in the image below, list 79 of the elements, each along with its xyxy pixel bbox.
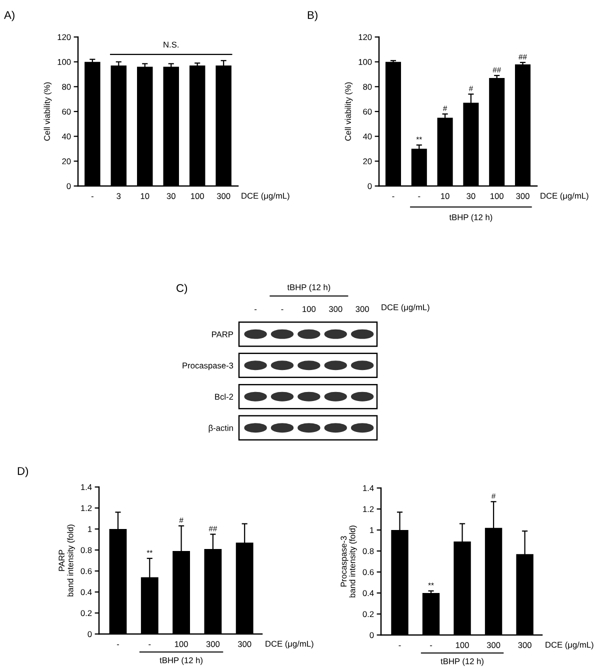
x-tick-label: 300 [516, 193, 530, 200]
y-tick-label: 60 [62, 108, 71, 115]
text: C) [176, 284, 188, 294]
y-tick-label: 100 [58, 59, 71, 65]
y-tick-label: 1 [88, 526, 92, 532]
x-tick-label: 100 [456, 642, 469, 648]
category-label: 300 [356, 306, 369, 312]
ref-line-label: N.S. [164, 42, 178, 48]
x-tick-label: 10 [140, 193, 150, 200]
x-tick-label: 300 [238, 641, 252, 648]
y-tick-label: 120 [58, 34, 71, 40]
x-tick-label: 300 [518, 642, 532, 648]
x-tick-label: - [148, 644, 151, 646]
y-tick-label: 0.8 [362, 548, 374, 554]
x-tick-label: 30 [466, 193, 476, 200]
y-tick-label: 0.4 [362, 590, 374, 596]
y-tick-label: 0.2 [362, 611, 374, 618]
y-axis-title: Cell viability (%) [44, 82, 52, 141]
y-tick-label: 0.6 [362, 569, 374, 576]
y-tick-label: 0 [66, 183, 71, 190]
category-label: Procaspase-3 [182, 362, 234, 370]
y-axis-title: PARP band intensity (fold) [58, 524, 75, 596]
x-tick-label: 100 [174, 641, 188, 648]
y-tick-label: 0 [368, 183, 372, 190]
chart-title: D) [18, 466, 28, 478]
y-tick-label: 120 [358, 34, 372, 40]
text: DCE (μg/mL) [382, 304, 430, 312]
y-axis-title: Cell viability (%) [344, 82, 353, 141]
category-label: PARP [212, 331, 234, 338]
x-axis-title: DCE (μg/mL) [540, 192, 588, 200]
x-tick-label: 100 [490, 193, 504, 200]
y-tick-label: 100 [358, 59, 372, 65]
y-tick-label: 0.2 [80, 610, 92, 616]
y-tick-label: 1.2 [363, 506, 374, 512]
y-tick-label: 1.2 [81, 505, 92, 512]
x-tick-label: 300 [216, 193, 230, 200]
y-tick-label: 0.8 [80, 547, 92, 554]
x-tick-label: - [418, 196, 420, 198]
y-tick-label: 1.4 [81, 484, 92, 490]
x-axis-title: DCE (μg/mL) [266, 640, 314, 648]
y-tick-label: 20 [62, 158, 71, 164]
x-tick-label: - [116, 644, 120, 646]
y-tick-label: 0 [88, 631, 92, 638]
x-tick-label: - [91, 196, 94, 198]
y-tick-label: 40 [362, 134, 372, 140]
x-axis-title: DCE (μg/mL) [546, 642, 594, 650]
x-tick-label: - [430, 645, 432, 646]
x-tick-label: 3 [116, 193, 121, 200]
category-label: 300 [328, 306, 342, 312]
y-tick-label: 0.6 [80, 568, 92, 574]
x-axis-title: DCE (μg/mL) [242, 192, 290, 200]
y-axis-title: Procaspase-3 band intensity (fold) [340, 526, 357, 598]
category-label: β-actin [208, 424, 233, 433]
x-tick-label: 300 [206, 641, 220, 648]
x-tick-label: 300 [486, 642, 500, 648]
chart-title: A) [4, 10, 14, 22]
x-tick-label: - [398, 645, 401, 646]
y-tick-label: 0 [370, 632, 374, 638]
x-tick-label: 30 [166, 193, 176, 200]
y-tick-label: 0.4 [80, 589, 92, 596]
text: tBHP (12 h) [160, 657, 202, 665]
y-tick-label: 20 [363, 158, 372, 164]
y-tick-label: 80 [62, 84, 71, 90]
category-label: Bcl-2 [215, 394, 234, 400]
category-label: 100 [302, 306, 316, 312]
x-tick-label: - [392, 196, 394, 198]
y-tick-label: 80 [363, 84, 372, 90]
chart-title: B) [308, 10, 318, 22]
x-tick-label: 10 [441, 193, 450, 200]
y-tick-label: 1 [370, 527, 374, 534]
y-tick-label: 1.4 [363, 485, 374, 492]
y-tick-label: 40 [62, 134, 71, 140]
x-tick-label: 100 [191, 193, 204, 200]
category-label: - [254, 309, 257, 310]
y-tick-label: 60 [363, 108, 372, 115]
category-label: - [281, 309, 284, 310]
text: tBHP (12 h) [440, 658, 484, 666]
text: tBHP (12 h) [287, 284, 330, 292]
text: tBHP (12 h) [449, 214, 492, 222]
